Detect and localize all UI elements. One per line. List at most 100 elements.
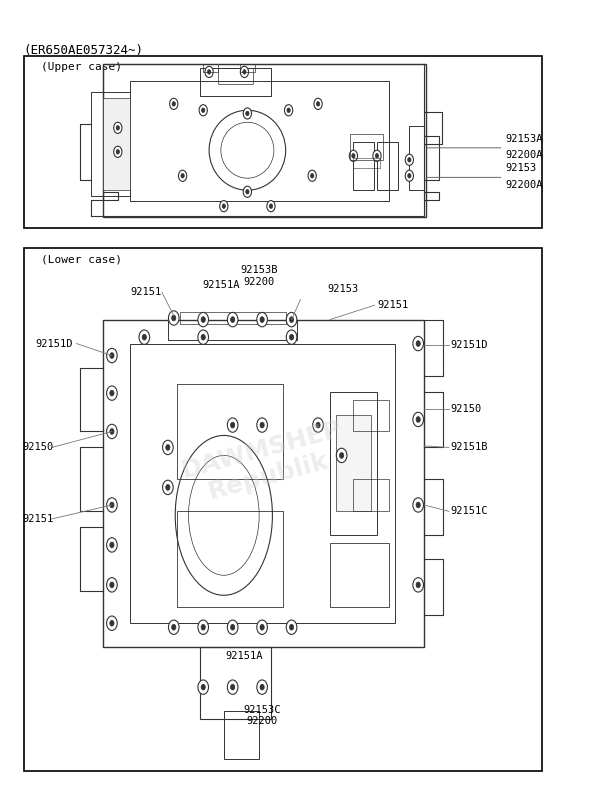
Circle shape — [313, 418, 323, 432]
Text: 92150: 92150 — [22, 443, 54, 452]
Text: 92151A: 92151A — [202, 280, 240, 290]
Circle shape — [172, 101, 176, 106]
Bar — [353, 142, 374, 190]
Circle shape — [114, 146, 122, 157]
Circle shape — [416, 582, 421, 588]
Circle shape — [222, 204, 226, 209]
Bar — [103, 320, 424, 647]
Circle shape — [110, 390, 114, 396]
Bar — [130, 344, 395, 623]
Circle shape — [405, 170, 413, 181]
Circle shape — [257, 418, 267, 432]
Bar — [330, 543, 389, 607]
Circle shape — [166, 444, 170, 451]
Circle shape — [416, 340, 421, 347]
Circle shape — [408, 157, 411, 162]
Bar — [103, 98, 130, 190]
Circle shape — [243, 108, 252, 119]
Bar — [24, 248, 542, 771]
Circle shape — [181, 173, 184, 178]
Circle shape — [227, 680, 238, 694]
Text: (Lower case): (Lower case) — [41, 254, 123, 264]
Circle shape — [107, 616, 117, 630]
Circle shape — [308, 170, 316, 181]
Text: 92200A: 92200A — [505, 150, 543, 161]
Bar — [218, 68, 253, 84]
Circle shape — [116, 149, 120, 154]
Circle shape — [178, 170, 187, 181]
Circle shape — [205, 66, 213, 78]
Bar — [353, 400, 389, 431]
Circle shape — [207, 70, 211, 74]
Text: 92151B: 92151B — [451, 443, 488, 452]
Circle shape — [107, 424, 117, 439]
Text: (ER650AE057324~): (ER650AE057324~) — [24, 44, 144, 57]
Circle shape — [110, 428, 114, 435]
Circle shape — [246, 111, 249, 116]
Circle shape — [289, 316, 294, 323]
Bar — [130, 81, 389, 201]
Circle shape — [166, 484, 170, 491]
Circle shape — [289, 624, 294, 630]
Bar — [200, 647, 271, 719]
Bar — [377, 142, 398, 190]
Bar — [203, 64, 218, 72]
Circle shape — [413, 578, 423, 592]
Bar — [177, 511, 283, 607]
Circle shape — [110, 542, 114, 548]
Bar — [336, 415, 371, 511]
Circle shape — [198, 680, 209, 694]
Circle shape — [163, 440, 173, 455]
Circle shape — [227, 620, 238, 634]
Bar — [350, 134, 383, 160]
Text: 92153C
92200: 92153C 92200 — [243, 705, 281, 726]
Circle shape — [107, 348, 117, 363]
Circle shape — [201, 624, 206, 630]
Circle shape — [257, 312, 267, 327]
Circle shape — [413, 412, 423, 427]
Bar — [224, 711, 259, 759]
Circle shape — [373, 150, 381, 161]
Circle shape — [314, 98, 322, 109]
Text: (Upper case): (Upper case) — [41, 62, 123, 73]
Circle shape — [220, 201, 228, 212]
Text: 92151C: 92151C — [451, 507, 488, 516]
Circle shape — [413, 498, 423, 512]
Circle shape — [170, 98, 178, 109]
Circle shape — [198, 330, 209, 344]
Circle shape — [116, 125, 120, 130]
Bar — [353, 158, 380, 168]
Text: 92150: 92150 — [451, 404, 482, 414]
Circle shape — [171, 624, 176, 630]
Circle shape — [349, 150, 358, 161]
Text: 92151D: 92151D — [35, 339, 73, 348]
Bar — [180, 312, 286, 324]
Text: 92151: 92151 — [131, 288, 162, 297]
Bar — [353, 479, 389, 511]
Circle shape — [227, 418, 238, 432]
Circle shape — [199, 105, 207, 116]
Text: 92151: 92151 — [22, 515, 54, 524]
Circle shape — [230, 422, 235, 428]
Circle shape — [240, 66, 249, 78]
Circle shape — [413, 336, 423, 351]
Circle shape — [286, 620, 297, 634]
Circle shape — [289, 334, 294, 340]
Circle shape — [243, 186, 252, 197]
Text: 92151A: 92151A — [226, 651, 263, 662]
Circle shape — [246, 189, 249, 194]
Circle shape — [163, 480, 173, 495]
Circle shape — [139, 330, 150, 344]
Circle shape — [110, 502, 114, 508]
Text: 92200A: 92200A — [505, 180, 543, 190]
Circle shape — [198, 620, 209, 634]
Circle shape — [201, 108, 205, 113]
Text: 92153: 92153 — [327, 284, 358, 294]
Circle shape — [114, 122, 122, 133]
Circle shape — [168, 620, 179, 634]
Circle shape — [375, 153, 379, 158]
Bar — [240, 64, 255, 72]
Circle shape — [405, 154, 413, 165]
Circle shape — [257, 680, 267, 694]
Circle shape — [107, 386, 117, 400]
